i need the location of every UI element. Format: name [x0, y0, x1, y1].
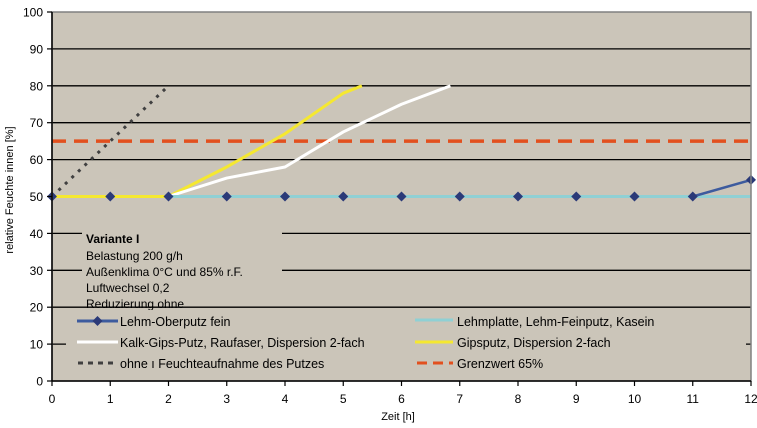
y-axis-ticks: 0 10 20 30 40 50 60 70 80 90 100	[23, 6, 52, 389]
x-tick-label: 10	[628, 392, 642, 406]
annotation-line: Luftwechsel 0,2	[86, 281, 170, 295]
series-line	[52, 84, 363, 198]
x-tick-label: 4	[282, 392, 289, 406]
diamond-marker	[571, 191, 582, 202]
diamond-marker	[629, 191, 640, 202]
diamond-marker	[687, 191, 698, 202]
series-line	[692, 178, 752, 198]
x-tick-label: 12	[744, 392, 757, 406]
x-tick-label: 5	[340, 392, 347, 406]
diamond-marker	[338, 191, 349, 202]
y-tick-label: 40	[30, 227, 44, 241]
x-tick-label: 11	[687, 392, 700, 406]
legend-label: ohne ı Feuchteaufnahme des Putzes	[120, 357, 324, 371]
y-tick-label: 20	[30, 301, 44, 315]
legend-item-ohne-feuchteaufnahme: ohne ı Feuchteaufnahme des Putzes	[78, 357, 324, 371]
y-axis-title: relative Feuchte innen [%]	[4, 126, 16, 253]
x-tick-label: 3	[223, 392, 230, 406]
y-tick-label: 0	[36, 375, 43, 389]
x-axis-ticks: 0 1 2 3 4 5 6 7 8 9 10 11 12	[49, 381, 757, 406]
annotation-line: Reduzierung ohne	[86, 297, 184, 311]
y-tick-label: 60	[30, 153, 44, 167]
legend-item-grenzwert: Grenzwert 65%	[417, 357, 543, 371]
series-layer	[47, 84, 756, 202]
legend-item-lehmplatte: Lehmplatte, Lehm-Feinputz, Kasein	[415, 315, 654, 329]
annotation-line: Außenklima 0°C und 85% r.F.	[86, 265, 243, 279]
diamond-marker	[221, 191, 232, 202]
legend-label: Lehmplatte, Lehm-Feinputz, Kasein	[457, 315, 654, 329]
x-tick-label: 7	[456, 392, 463, 406]
annotation-title: Variante I	[86, 232, 139, 246]
x-axis-title: Zeit [h]	[381, 411, 415, 423]
legend-label: Gipsputz, Dispersion 2-fach	[457, 336, 611, 350]
y-tick-label: 100	[23, 6, 43, 20]
series-line	[168, 84, 451, 198]
legend: Lehm-Oberputz fein Kalk-Gips-Putz, Raufa…	[66, 310, 746, 378]
x-tick-label: 2	[165, 392, 172, 406]
legend-label: Kalk-Gips-Putz, Raufaser, Dispersion 2-f…	[120, 336, 365, 350]
diamond-marker	[105, 191, 116, 202]
x-tick-label: 1	[107, 392, 114, 406]
diamond-marker	[396, 191, 407, 202]
annotation-box: Variante I Belastung 200 g/h Außenklima …	[82, 229, 282, 311]
y-tick-label: 80	[30, 79, 44, 93]
x-tick-label: 8	[515, 392, 522, 406]
diamond-marker	[163, 191, 174, 202]
legend-item-gipsputz: Gipsputz, Dispersion 2-fach	[415, 336, 611, 350]
y-tick-label: 90	[30, 42, 44, 56]
x-tick-label: 9	[573, 392, 580, 406]
y-tick-label: 10	[30, 338, 44, 352]
diamond-marker	[280, 191, 290, 202]
annotation-line: Belastung 200 g/h	[86, 249, 183, 263]
y-tick-label: 70	[30, 116, 44, 130]
legend-label: Lehm-Oberputz fein	[120, 315, 231, 329]
x-tick-label: 6	[398, 392, 405, 406]
legend-item-lehm-oberputz: Lehm-Oberputz fein	[77, 315, 231, 329]
diamond-marker	[513, 191, 523, 202]
legend-label: Grenzwert 65%	[457, 357, 543, 371]
legend-item-kalk-gips: Kalk-Gips-Putz, Raufaser, Dispersion 2-f…	[77, 336, 365, 350]
diamond-marker	[454, 191, 465, 202]
x-tick-label: 0	[49, 392, 56, 406]
y-tick-label: 50	[30, 190, 44, 204]
y-tick-label: 30	[30, 264, 44, 278]
